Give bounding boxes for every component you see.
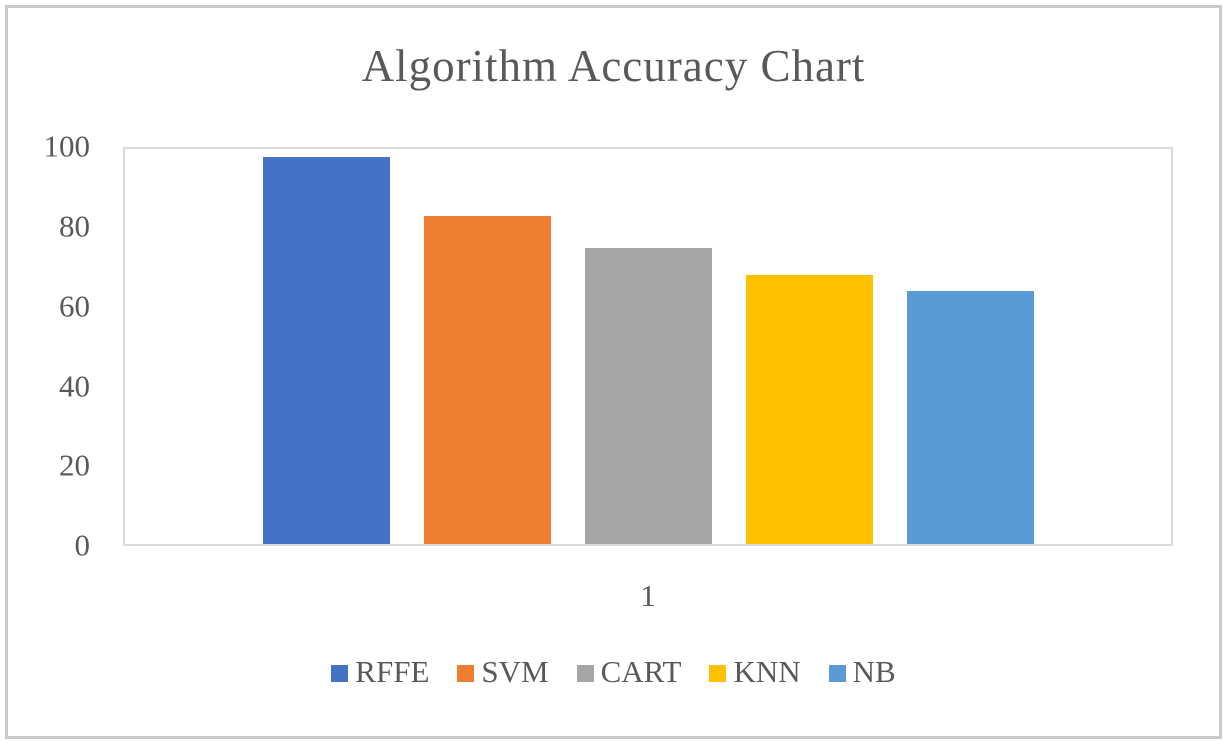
y-axis-tick-label-100: 100 <box>43 128 91 164</box>
bar-svm <box>423 216 551 544</box>
y-axis-tick-label-80: 80 <box>59 208 90 244</box>
legend-label-svm: SVM <box>481 654 549 689</box>
chart-title: Algorithm Accuracy Chart <box>361 41 866 91</box>
bar-cart <box>584 247 712 544</box>
bar-group <box>125 149 1171 544</box>
legend-label-cart: CART <box>600 654 682 689</box>
legend-swatch-nb <box>828 664 846 682</box>
legend-item-nb: NB <box>828 654 896 690</box>
legend-swatch-svm <box>457 664 475 682</box>
legend-label-knn: KNN <box>733 654 801 689</box>
y-axis: 100 80 60 40 20 0 <box>0 0 108 744</box>
legend: RFFE SVM CART KNN NB <box>0 654 1227 690</box>
y-axis-tick-label-0: 0 <box>74 527 91 563</box>
bar-knn <box>745 275 873 544</box>
bar-nb <box>906 291 1034 544</box>
legend-item-svm: SVM <box>457 654 549 690</box>
legend-swatch-knn <box>709 664 727 682</box>
legend-item-knn: KNN <box>709 654 801 690</box>
legend-item-rffe: RFFE <box>331 654 429 690</box>
legend-item-cart: CART <box>576 654 682 690</box>
legend-label-nb: NB <box>852 654 896 689</box>
y-axis-tick-label-60: 60 <box>59 288 90 324</box>
plot-area <box>123 147 1173 546</box>
bar-rffe <box>262 156 390 544</box>
y-axis-tick-label-20: 20 <box>59 447 90 483</box>
legend-swatch-cart <box>576 664 594 682</box>
y-axis-tick-label-40: 40 <box>59 368 90 404</box>
x-axis-category-label: 1 <box>640 578 656 613</box>
legend-label-rffe: RFFE <box>355 654 430 689</box>
legend-swatch-rffe <box>331 664 349 682</box>
